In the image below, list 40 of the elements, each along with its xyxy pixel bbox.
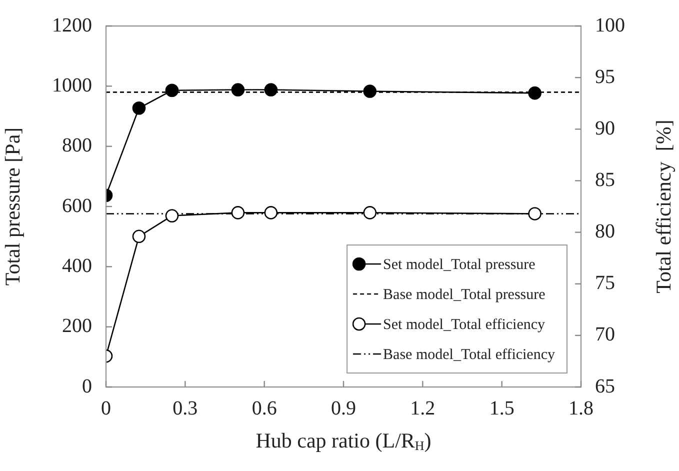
x-tick-label: 0.6 bbox=[252, 397, 277, 420]
y-tick-label: 0 bbox=[82, 375, 92, 398]
point bbox=[264, 83, 278, 96]
point bbox=[165, 84, 179, 98]
point bbox=[231, 83, 245, 96]
y2-tick-label: 85 bbox=[595, 168, 615, 191]
y-tick-label: 1000 bbox=[52, 74, 92, 96]
point bbox=[528, 207, 542, 220]
y2-tick-label: 75 bbox=[595, 272, 615, 294]
x-tick-label: 1.5 bbox=[489, 397, 514, 420]
point bbox=[132, 230, 146, 244]
y-axis-title: Total pressure [Pa] bbox=[0, 127, 25, 286]
y-tick-label: 200 bbox=[62, 315, 92, 338]
x-tick-label: 1.8 bbox=[568, 397, 594, 420]
legend-label: Base model_Total efficiency bbox=[383, 346, 556, 363]
y-tick-label: 800 bbox=[62, 134, 92, 157]
y2-tick-label: 100 bbox=[595, 14, 625, 36]
y-tick-label: 1200 bbox=[52, 14, 92, 36]
y2-tick-label: 95 bbox=[595, 66, 615, 88]
y2-tick-label: 65 bbox=[595, 375, 615, 398]
point bbox=[132, 101, 146, 115]
x-tick-label: 0.9 bbox=[331, 397, 356, 420]
y2-tick-label: 80 bbox=[595, 220, 615, 243]
y-tick-label: 600 bbox=[62, 194, 92, 217]
point bbox=[165, 209, 179, 222]
y2-tick-label: 90 bbox=[595, 117, 615, 140]
point bbox=[264, 206, 278, 220]
y-tick-label: 400 bbox=[62, 254, 92, 277]
legend-label: Set model_Total efficiency bbox=[383, 316, 546, 333]
x-tick-label: 1.2 bbox=[410, 397, 436, 420]
point bbox=[528, 86, 542, 100]
point bbox=[363, 84, 377, 98]
point bbox=[231, 206, 245, 220]
x-tick-label: 0.3 bbox=[172, 397, 198, 420]
x-tick-label: 0 bbox=[101, 397, 111, 420]
legend-label: Set model_Total pressure bbox=[383, 256, 536, 273]
legend-label: Base model_Total pressure bbox=[383, 286, 546, 303]
point bbox=[363, 206, 377, 220]
y2-axis-title: Total efficiency [%] bbox=[652, 120, 676, 294]
y2-tick-label: 70 bbox=[595, 324, 615, 346]
